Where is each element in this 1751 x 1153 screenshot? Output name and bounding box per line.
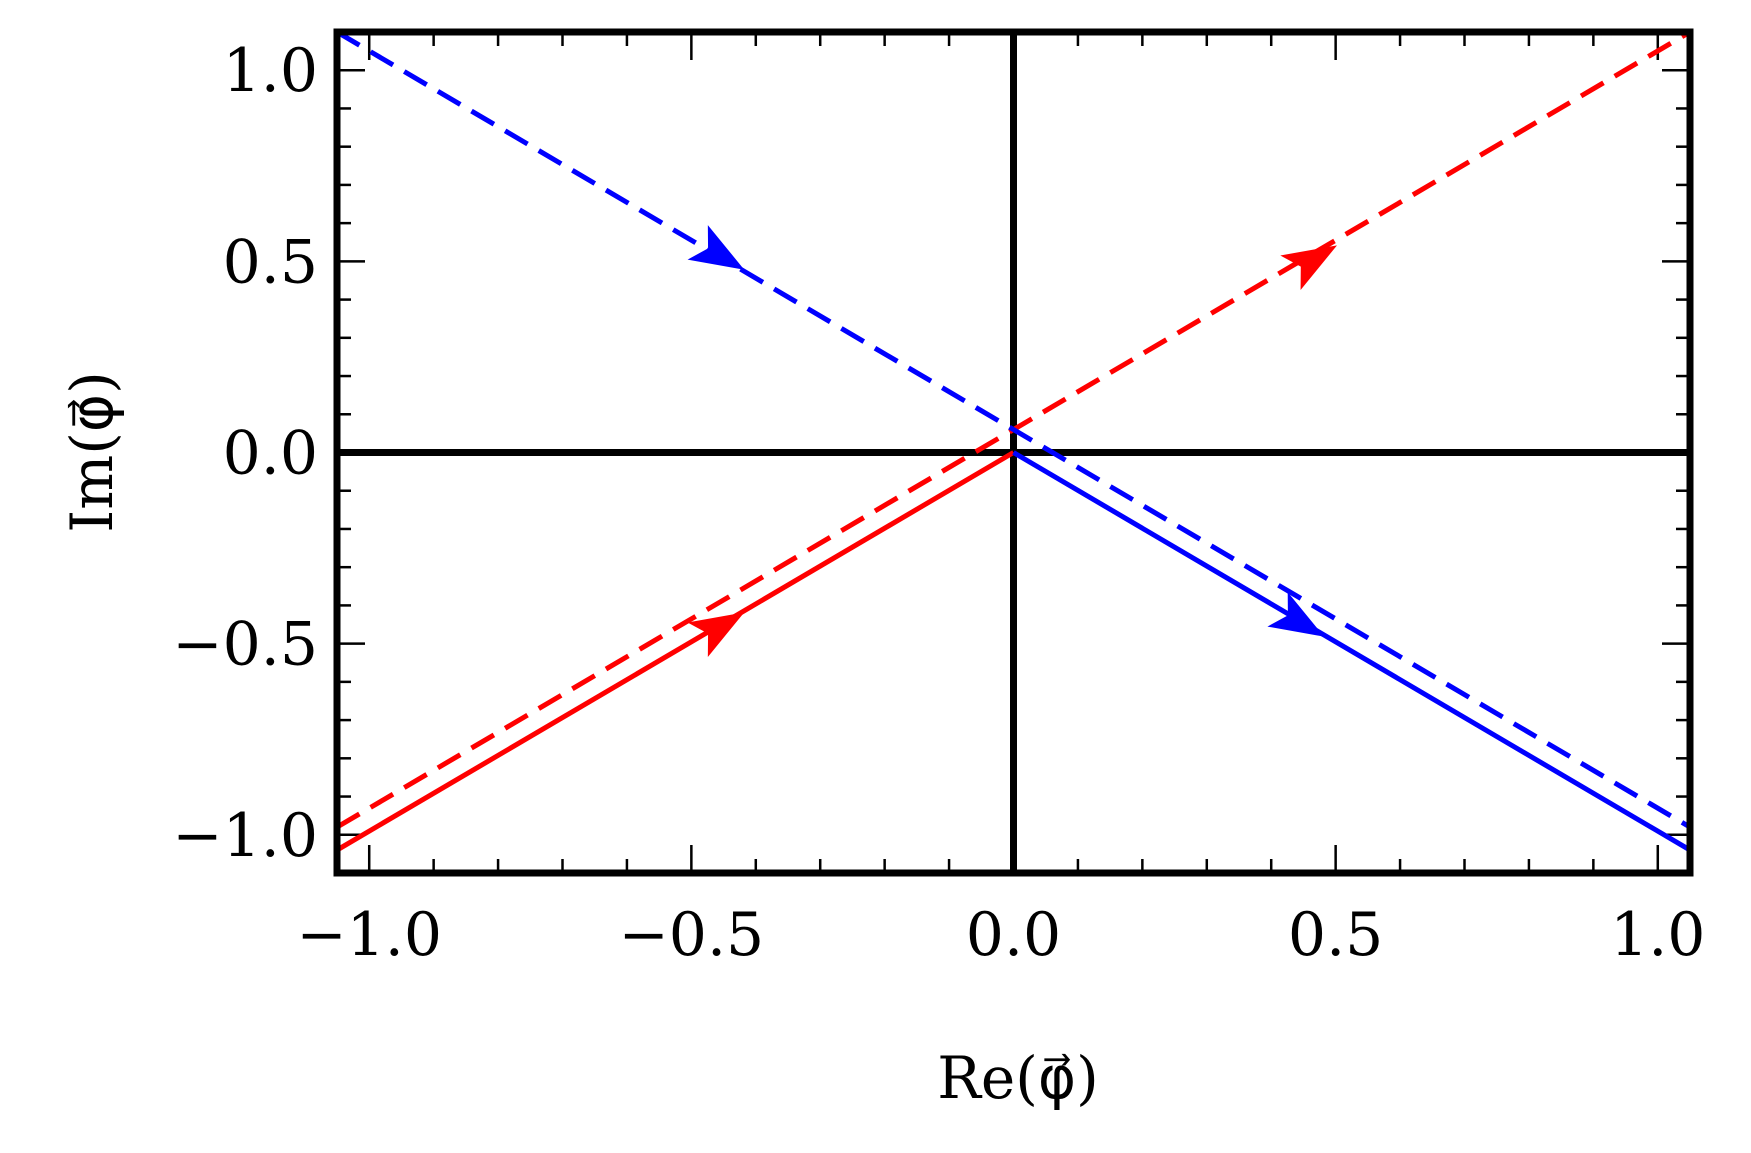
direction-arrow-0000ff xyxy=(687,225,745,270)
y-tick-label: 0.0 xyxy=(223,419,318,489)
y-tick-label: 1.0 xyxy=(223,36,318,106)
x-tick-label: 0.5 xyxy=(1288,900,1383,970)
y-tick-label: −1.0 xyxy=(172,801,318,871)
series-line-ff0000-solid xyxy=(337,450,1015,853)
direction-arrow-0000ff xyxy=(1267,592,1325,637)
x-tick-label: 1.0 xyxy=(1610,900,1705,970)
plot-frame xyxy=(333,28,1694,877)
x-tick-label: −0.5 xyxy=(619,900,765,970)
series-layer xyxy=(337,32,1690,853)
direction-arrow-ff0000 xyxy=(687,612,745,657)
tick-labels: −1.0 −0.5 0.0 0.5 1.0 −1.0 −0.5 0.0 0.5 1.0 xyxy=(172,36,1705,970)
series-line-0000ff-solid xyxy=(1012,450,1690,853)
x-axis-title: Re(φ⃗) xyxy=(937,1044,1099,1112)
x-tick-label: −1.0 xyxy=(296,900,442,970)
y-tick-label: 0.5 xyxy=(223,227,318,297)
y-tick-label: −0.5 xyxy=(172,610,318,680)
x-tick-label: 0.0 xyxy=(966,900,1061,970)
series-line-0000ff-dashed xyxy=(337,32,1690,830)
direction-arrow-ff0000 xyxy=(1280,245,1338,290)
arrow-layer xyxy=(687,225,1338,657)
y-axis-title: Im(φ⃗) xyxy=(58,371,126,532)
